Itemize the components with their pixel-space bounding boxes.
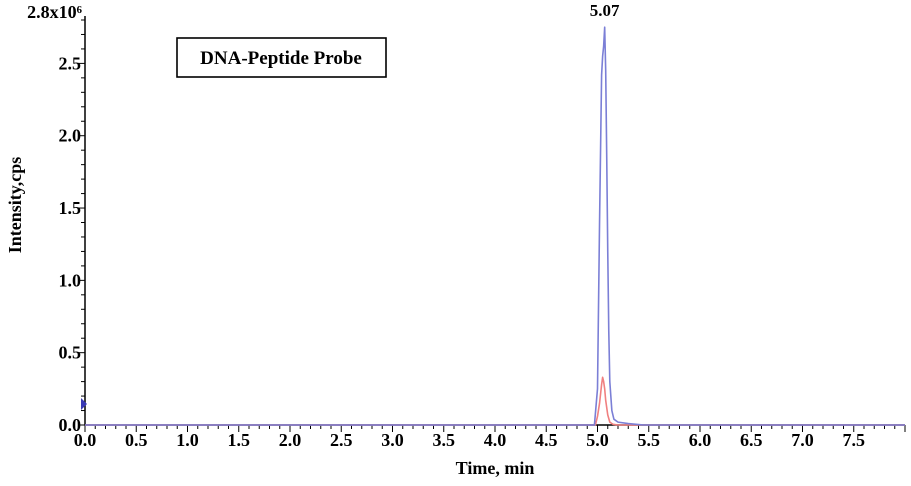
x-tick-label: 4.0 — [484, 430, 507, 450]
x-tick-label: 0.0 — [74, 430, 97, 450]
x-tick-label: 1.0 — [176, 430, 199, 450]
ticks — [78, 19, 906, 432]
x-tick-label: 6.0 — [689, 430, 712, 450]
x-tick-label: 5.5 — [638, 430, 661, 450]
x-tick-label: 0.5 — [125, 430, 148, 450]
y-axis-top-label: 2.8x10⁶ — [27, 2, 83, 22]
x-tick-label: 7.0 — [791, 430, 814, 450]
x-tick-label: 3.0 — [381, 430, 404, 450]
x-tick-label: 4.5 — [535, 430, 558, 450]
annotation-box-text: DNA-Peptide Probe — [200, 48, 362, 69]
y-tick-label: 1.5 — [59, 198, 82, 218]
series-line-0 — [85, 26, 905, 426]
y-tick-label: 0.5 — [59, 343, 82, 363]
series-line-1 — [85, 376, 905, 426]
y-tick-label: 2.5 — [59, 53, 82, 73]
labels: 0.0 0.5 1.0 1.5 2.0 2.5 3.0 3.5 4.0 4.5 5.0 5.5 6.0 6… — [5, 1, 865, 478]
x-axis-title: Time, min — [456, 458, 535, 478]
peak-label: 5.07 — [590, 1, 620, 20]
annotation-box — [176, 37, 387, 78]
series-layer — [85, 26, 905, 426]
y-tick-label: 2.0 — [59, 126, 82, 146]
y-tick-label: 1.0 — [59, 270, 82, 290]
y-tick-label: 0.0 — [59, 415, 82, 435]
x-tick-label: 1.5 — [228, 430, 251, 450]
x-tick-label: 5.0 — [586, 430, 609, 450]
x-tick-label: 2.5 — [330, 430, 353, 450]
x-tick-label: 3.5 — [433, 430, 456, 450]
x-tick-label: 7.5 — [843, 430, 866, 450]
x-tick-label: 2.0 — [279, 430, 302, 450]
triangle-right-marker-icon — [81, 398, 87, 410]
y-axis-title: Intensity,cps — [5, 157, 25, 254]
x-tick-label: 6.5 — [740, 430, 763, 450]
